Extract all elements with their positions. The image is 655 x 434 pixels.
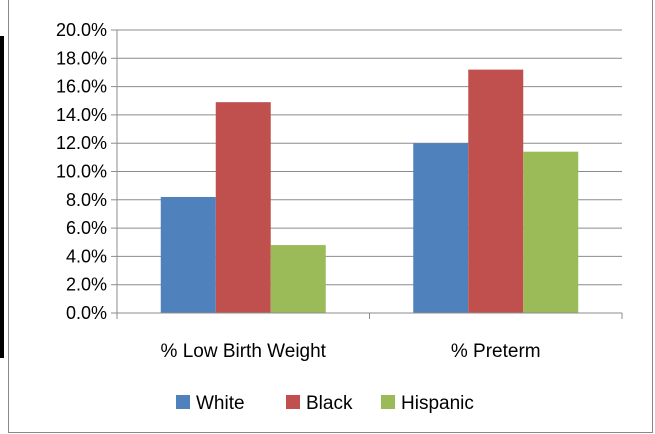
- y-tick-label: 0.0%: [66, 303, 107, 323]
- y-tick-label: 8.0%: [66, 190, 107, 210]
- category-label: % Preterm: [451, 341, 541, 362]
- y-tick-label: 20.0%: [56, 20, 107, 40]
- y-tick-labels: 0.0% 2.0% 4.0% 6.0% 8.0% 10.0% 12.0% 14.0% 16.0%…: [56, 20, 107, 323]
- legend-label-hispanic: Hispanic: [401, 393, 474, 414]
- y-tick-label: 2.0%: [66, 275, 107, 295]
- legend-swatch-white: [176, 395, 190, 409]
- y-tick-label: 4.0%: [66, 246, 107, 266]
- y-tick-label: 12.0%: [56, 133, 107, 153]
- bars: [160, 69, 579, 314]
- bar-white-1: [413, 143, 469, 313]
- bar-white-0: [160, 196, 216, 313]
- axes: [111, 29, 623, 319]
- legend-swatch-hispanic: [381, 395, 395, 409]
- y-tick-label: 10.0%: [56, 162, 107, 182]
- legend-swatch-black: [286, 395, 300, 409]
- y-tick-label: 16.0%: [56, 77, 107, 97]
- category-label: % Low Birth Weight: [161, 341, 327, 362]
- bar-black-1: [468, 69, 524, 314]
- legend-label-black: Black: [306, 393, 353, 414]
- category-labels: % Low Birth Weight % Preterm: [161, 341, 541, 362]
- bar-hispanic-0: [270, 245, 326, 313]
- bar-black-0: [215, 102, 271, 313]
- y-tick-label: 14.0%: [56, 105, 107, 125]
- y-tick-label: 6.0%: [66, 218, 107, 238]
- left-border-line: [0, 36, 4, 358]
- legend-label-white: White: [196, 393, 245, 414]
- y-tick-label: 18.0%: [56, 48, 107, 68]
- bar-hispanic-1: [523, 151, 579, 313]
- legend: White Black Hispanic: [176, 393, 474, 414]
